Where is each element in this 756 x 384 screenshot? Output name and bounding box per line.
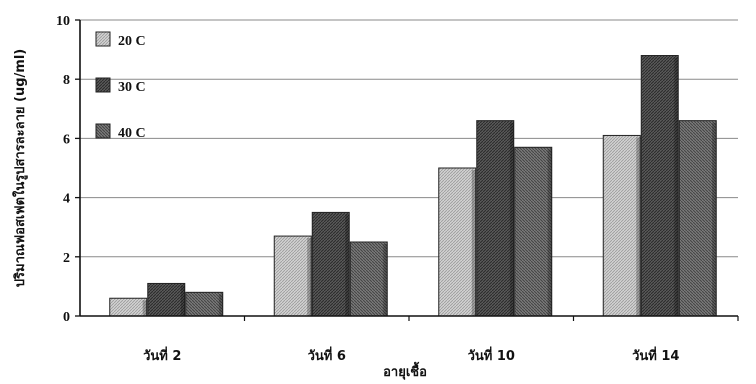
bar-1-3 [438, 167, 477, 317]
bar-3-1 [185, 291, 224, 317]
bar-shadow [345, 214, 350, 316]
bar-shadow [218, 294, 223, 316]
x-tick-label: วันที่ 6 [308, 346, 346, 364]
bar-1-1 [109, 297, 148, 317]
bar-2-4 [640, 55, 679, 317]
legend-swatch [95, 123, 111, 139]
bar-shadow [471, 170, 476, 316]
y-tick-label: 10 [56, 14, 70, 29]
y-tick-label: 8 [63, 73, 70, 88]
x-tick-label: วันที่ 14 [632, 346, 679, 364]
bar-3-4 [678, 120, 717, 317]
legend-swatch [95, 31, 111, 47]
bar-1-4 [602, 134, 641, 317]
legend-swatch [95, 77, 111, 93]
y-tick-label: 0 [63, 310, 70, 325]
bar-3-3 [514, 146, 553, 317]
bar-2-1 [147, 282, 186, 317]
bar-shadow [547, 149, 552, 316]
legend-label: 40 C [118, 126, 146, 141]
x-axis-title: อายุเชื้อ [383, 361, 427, 380]
bar-shadow [142, 300, 147, 316]
legend: 20 C 30 C 40 C [95, 31, 146, 141]
bar-shadow [307, 238, 312, 316]
bar-2-3 [476, 120, 515, 317]
bar-shadow [712, 122, 717, 316]
legend-label: 30 C [118, 80, 146, 95]
y-tick-label: 4 [63, 192, 70, 207]
bar-shadow [383, 244, 388, 316]
x-tick-label: วันที่ 10 [468, 346, 515, 364]
y-axis-title: ปริมาณฟอสเฟตในรูปสารละลาย (ug/ml) [11, 49, 28, 287]
bar-1-2 [273, 235, 312, 317]
bar-shadow [509, 122, 514, 316]
bars [109, 55, 717, 317]
bar-shadow [636, 137, 641, 316]
bar-2-2 [311, 211, 350, 317]
legend-label: 20 C [118, 34, 146, 49]
y-tick-label: 2 [63, 251, 70, 266]
bar-shadow [674, 57, 679, 317]
y-tick-label: 6 [63, 132, 70, 147]
axes: 0 2 4 6 8 10 วันที่ 2 วันที่ 6 วันที่ 10 วันที่ 1… [11, 14, 739, 380]
bar-3-2 [349, 241, 388, 317]
bar-shadow [180, 285, 185, 316]
x-tick-label: วันที่ 2 [143, 346, 181, 364]
